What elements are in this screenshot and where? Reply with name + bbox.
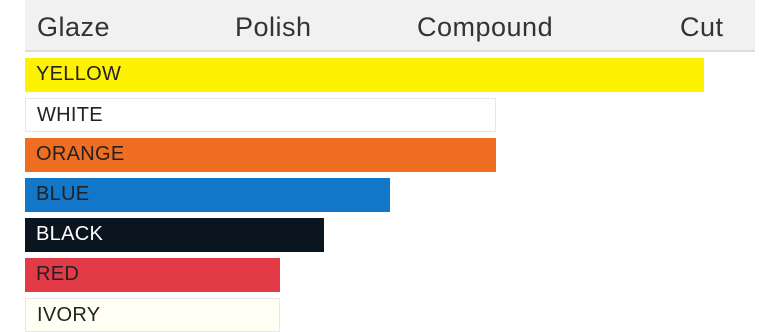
bar-label-red: RED (36, 263, 80, 285)
bar-yellow: YELLOW (25, 58, 704, 92)
bar-label-yellow: YELLOW (36, 63, 122, 85)
axis-label-polish: Polish (235, 12, 312, 42)
axis-header: Glaze Polish Compound Cut (25, 0, 755, 52)
bar-white: WHITE (25, 98, 496, 132)
axis-label-compound: Compound (417, 12, 554, 42)
bar-orange: ORANGE (25, 138, 496, 172)
bar-label-blue: BLUE (36, 183, 90, 205)
axis-label-glaze: Glaze (37, 12, 111, 42)
bar-black: BLACK (25, 218, 324, 252)
bar-label-black: BLACK (36, 223, 104, 245)
bar-blue: BLUE (25, 178, 390, 212)
bar-ivory: IVORY (25, 298, 280, 332)
axis-label-cut: Cut (680, 12, 724, 42)
bar-red: RED (25, 258, 280, 292)
bar-label-white: WHITE (37, 104, 103, 126)
bar-label-ivory: IVORY (37, 304, 101, 326)
bar-label-orange: ORANGE (36, 143, 125, 165)
